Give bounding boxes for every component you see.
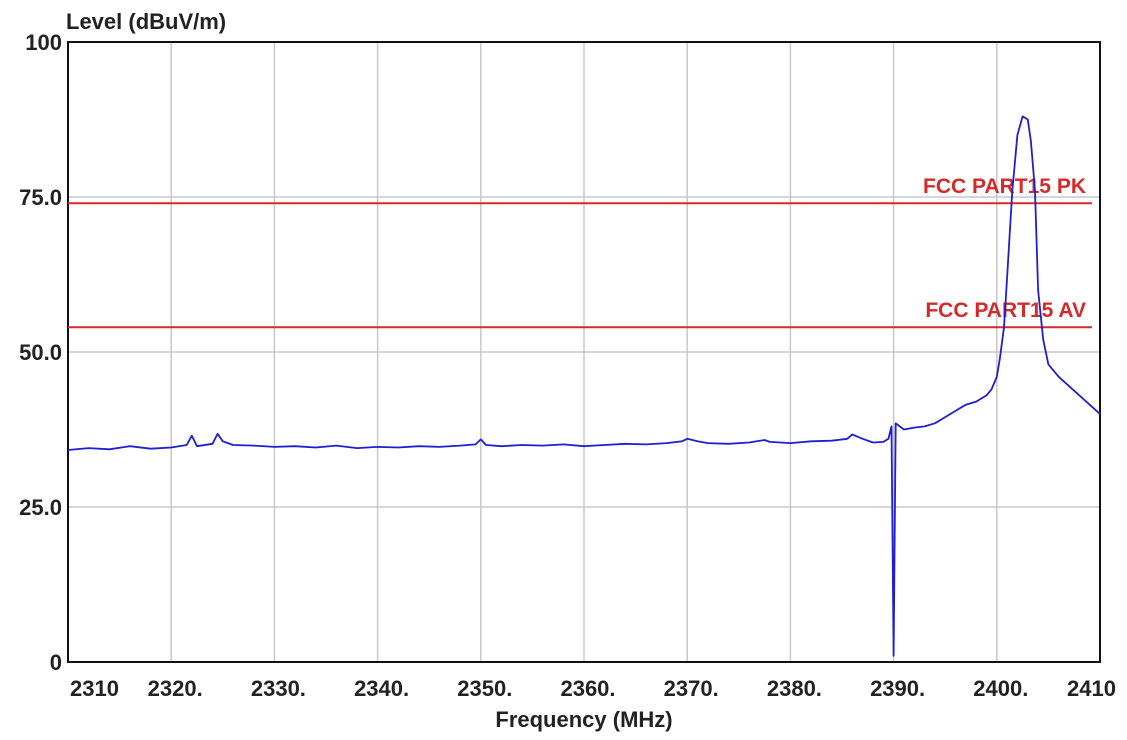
y-tick-label: 75.0 [19,185,62,210]
x-tick-label: 2320. [148,676,203,701]
x-tick-label: 2410 [1067,676,1116,701]
plot-area-frame [67,41,1101,663]
x-tick-label: 2400. [973,676,1028,701]
series-layer [67,115,1101,657]
y-tick-label: 100 [25,30,62,55]
x-tick-label: 2350. [457,676,512,701]
y-tick-label: 25.0 [19,495,62,520]
x-tick-label: 2310 [70,676,119,701]
limit-label: FCC PART15 PK [923,175,1086,198]
x-tick-label: 2330. [251,676,306,701]
y-tick-labels: 0 25.0 50.0 75.0 100 [19,30,62,675]
x-tick-label: 2340. [354,676,409,701]
grid-lines [68,42,1100,662]
y-tick-label: 0 [50,650,62,675]
y-tick-label: 50.0 [19,340,62,365]
y-axis-title: Level (dBuV/m) [66,9,226,34]
x-tick-label: 2360. [560,676,615,701]
x-tick-label: 2380. [767,676,822,701]
series-line [67,115,1101,657]
x-axis-title: Frequency (MHz) [495,707,672,732]
x-tick-labels: 2310 2320. 2330. 2340. 2350. 2360. 2370. 2380. 2… [70,676,1116,701]
x-tick-label: 2370. [664,676,719,701]
x-tick-label: 2390. [870,676,925,701]
